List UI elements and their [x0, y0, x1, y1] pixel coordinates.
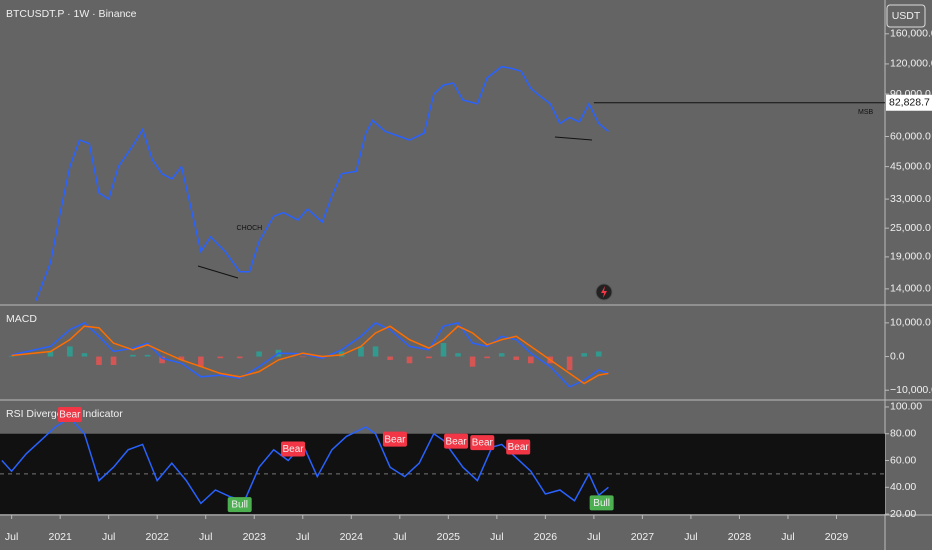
x-tick-label: 2026: [534, 531, 558, 543]
y-tick-label: 80.00: [890, 428, 916, 440]
signal-box: [382, 431, 407, 447]
divergence-line: [554, 136, 593, 141]
histogram-bar: [319, 356, 325, 359]
signal-box: [444, 433, 469, 449]
y-tick-label: 100.00: [890, 401, 922, 413]
histogram-bar: [440, 343, 447, 357]
x-tick-label: 2022: [146, 531, 170, 543]
pane-title: BTCUSDT.P · 1W · Binance: [6, 8, 137, 20]
x-tick-label: 2029: [825, 531, 849, 543]
histogram-bar: [498, 353, 505, 357]
x-tick-label: Jul: [781, 531, 794, 543]
histogram-bar: [159, 356, 165, 364]
divergence-line: [197, 265, 239, 279]
signal-label: Bull: [231, 500, 248, 511]
x-tick-label: 2027: [631, 531, 655, 543]
histogram-bar: [595, 351, 602, 357]
x-tick-label: Jul: [296, 531, 309, 543]
histogram-bar: [96, 356, 102, 365]
histogram-bar: [426, 356, 432, 359]
x-tick-label: 2023: [243, 531, 267, 543]
histogram-bar: [455, 353, 461, 357]
line: [35, 65, 609, 301]
level-label-box: [886, 94, 932, 111]
line: [1, 416, 609, 505]
x-tick-label: 2021: [48, 531, 72, 543]
signal-label: Bear: [446, 436, 468, 447]
histogram-bar: [217, 356, 224, 359]
histogram-bar: [513, 356, 520, 360]
signal-label: Bear: [59, 410, 81, 421]
y-tick-label: 60.00: [890, 454, 916, 466]
y-tick-label: 14,000.0: [890, 283, 931, 295]
y-tick-label: 33,000.0: [890, 193, 931, 205]
y-tick-label: 0.0: [890, 350, 905, 362]
signal-label: Bull: [593, 498, 610, 509]
x-tick-label: Jul: [199, 531, 212, 543]
histogram-bar: [358, 346, 364, 357]
histogram-bar: [528, 356, 534, 364]
histogram-bar: [178, 356, 185, 360]
signal-label: Bear: [508, 442, 530, 453]
line: [11, 325, 609, 385]
x-tick-label: Jul: [393, 531, 406, 543]
signal-label: Bear: [472, 438, 494, 449]
y-tick-label: 160,000.0: [890, 28, 932, 40]
y-tick-label: 45,000.0: [890, 160, 931, 172]
histogram-bar: [110, 356, 117, 365]
histogram-bar: [256, 351, 262, 357]
histogram-bar: [299, 356, 306, 358]
signal-box: [506, 439, 531, 455]
x-tick-label: 2024: [340, 531, 364, 543]
signal-box: [227, 497, 252, 513]
signal-label: Bear: [384, 434, 406, 445]
currency-button[interactable]: [886, 4, 926, 28]
x-tick-label: Jul: [684, 531, 697, 543]
histogram-bar: [581, 353, 587, 357]
annotation: CHOCH: [237, 225, 263, 232]
y-tick-label: 120,000.0: [890, 58, 932, 70]
signal-box: [589, 495, 614, 511]
y-tick-label: 60,000.0: [890, 130, 931, 142]
histogram-bar: [406, 356, 413, 364]
y-tick-label: 25,000.0: [890, 222, 931, 234]
x-tick-label: 2028: [728, 531, 752, 543]
histogram-bar: [372, 346, 379, 357]
line: [11, 322, 609, 388]
y-tick-label: −10,000.0: [890, 384, 932, 396]
x-tick-label: 2025: [437, 531, 461, 543]
alert-bolt: [601, 286, 607, 298]
signal-box: [281, 441, 306, 457]
histogram-bar: [469, 356, 476, 367]
histogram-bar: [387, 356, 393, 360]
histogram-bar: [47, 351, 54, 357]
y-tick-label: 19,000.0: [890, 251, 931, 263]
histogram-bar: [144, 354, 151, 357]
histogram-bar: [8, 355, 15, 357]
signal-box: [57, 406, 82, 422]
pane-title: MACD: [6, 313, 37, 325]
x-tick-label: Jul: [5, 531, 18, 543]
x-tick-label: Jul: [490, 531, 503, 543]
histogram-bar: [236, 356, 243, 359]
histogram-bar: [566, 356, 573, 371]
y-tick-label: 40.00: [890, 481, 916, 493]
y-tick-label: 10,000.0: [890, 317, 931, 329]
histogram-bar: [81, 353, 88, 357]
histogram-bar: [67, 346, 73, 357]
histogram-bar: [198, 356, 204, 367]
signal-box: [470, 435, 495, 451]
level-label: 82,828.7: [889, 97, 930, 109]
x-tick-label: Jul: [102, 531, 115, 543]
annotation: MSB: [858, 109, 874, 116]
histogram-bar: [338, 351, 345, 357]
signal-label: Bear: [282, 444, 304, 455]
histogram-bar: [484, 356, 490, 359]
x-tick-label: Jul: [587, 531, 600, 543]
y-tick-label: 20.00: [890, 508, 916, 520]
currency-label[interactable]: USDT: [892, 10, 921, 22]
histogram-bar: [130, 354, 136, 357]
